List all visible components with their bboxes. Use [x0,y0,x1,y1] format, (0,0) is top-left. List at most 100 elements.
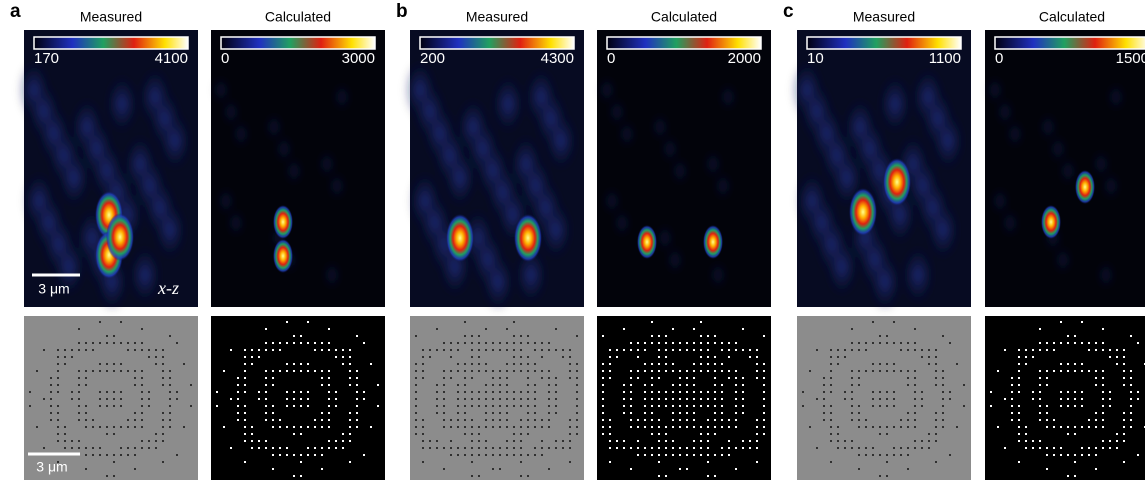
hole [113,475,115,477]
hole [134,454,136,456]
hotspot [849,188,877,236]
hole [415,426,417,428]
hole [134,342,136,344]
hole [651,433,653,435]
hole [1060,426,1062,428]
hole [478,433,480,435]
hole [562,440,564,442]
hole [735,426,737,428]
hole [658,447,660,449]
hole [443,384,445,386]
hole [321,426,323,428]
hole [623,440,625,442]
hole [763,419,765,421]
hole [616,349,618,351]
hotspot [1041,205,1061,239]
hole [830,370,832,372]
hole [99,391,101,393]
hole [415,405,417,407]
hole [457,419,459,421]
hole [548,398,550,400]
hole [728,370,730,372]
hole [942,398,944,400]
hole [879,426,881,428]
hole [742,398,744,400]
hole [658,426,660,428]
hole [237,419,239,421]
hole [520,342,522,344]
hole [1095,412,1097,414]
hole [1004,349,1006,351]
hole [1025,440,1027,442]
hole [300,342,302,344]
hole [527,398,529,400]
hole [450,349,452,351]
hole [499,377,501,379]
hole [85,342,87,344]
hole [485,384,487,386]
hole [1018,426,1020,428]
colorbar-min: 170 [34,50,59,67]
hole [244,349,246,351]
hole [637,349,639,351]
hole [286,370,288,372]
hole [485,398,487,400]
hole [721,398,723,400]
hole [349,349,351,351]
hole [471,447,473,449]
hole [534,398,536,400]
hole [422,461,424,463]
hole [714,419,716,421]
hole [113,426,115,428]
hole [436,349,438,351]
haze [1093,150,1109,178]
hole [630,384,632,386]
hole [700,335,702,337]
hole [78,412,80,414]
hole [443,447,445,449]
hole [548,384,550,386]
hole [155,363,157,365]
hole [328,412,330,414]
hole [1060,321,1062,323]
hole [658,433,660,435]
hole [851,412,853,414]
hole [569,426,571,428]
hole [679,454,681,456]
hole [830,426,832,428]
hole [279,349,281,351]
hole [914,377,916,379]
hole [237,412,239,414]
hole [1067,335,1069,337]
hole [914,426,916,428]
hole [162,461,164,463]
hole [823,391,825,393]
hole [1081,391,1083,393]
hole [307,405,309,407]
hole [464,391,466,393]
hole [1053,349,1055,351]
field-map [597,30,771,307]
hole [1081,398,1083,400]
hole [858,426,860,428]
hole [858,419,860,421]
hole [342,363,344,365]
hole [527,419,529,421]
hole [735,398,737,400]
hole [258,447,260,449]
hole [251,356,253,358]
hole [57,349,59,351]
hole [349,419,351,421]
hole [251,433,253,435]
hole [742,412,744,414]
hole [1067,454,1069,456]
hole [162,440,164,442]
hole [471,342,473,344]
hole [935,384,937,386]
hole [29,405,31,407]
colorbar-max: 3000 [342,50,375,67]
haze [129,245,161,305]
hole [436,398,438,400]
hole [693,454,695,456]
hole [756,370,758,372]
